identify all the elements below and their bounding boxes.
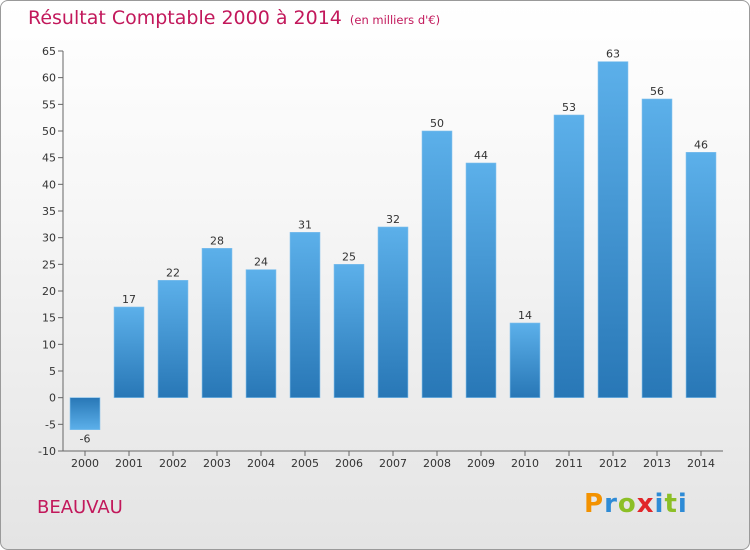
data-label: 31 xyxy=(298,218,312,231)
x-tick-label: 2014 xyxy=(687,457,715,470)
x-tick-label: 2008 xyxy=(423,457,451,470)
x-tick-label: 2005 xyxy=(291,457,319,470)
bar xyxy=(289,232,321,398)
x-tick-label: 2000 xyxy=(71,457,99,470)
data-label: 22 xyxy=(166,266,180,279)
bar xyxy=(157,280,189,398)
x-tick-label: 2006 xyxy=(335,457,363,470)
data-label: 56 xyxy=(650,85,664,98)
x-tick-label: 2002 xyxy=(159,457,187,470)
data-label: 46 xyxy=(694,138,708,151)
bar xyxy=(113,306,145,398)
y-tick-label: 45 xyxy=(42,152,56,165)
data-label: 32 xyxy=(386,213,400,226)
data-label: 25 xyxy=(342,250,356,263)
data-label: 53 xyxy=(562,101,576,114)
chart-title: Résultat Comptable 2000 à 2014 (en millie… xyxy=(28,7,440,29)
y-tick-label: -5 xyxy=(45,418,56,431)
data-label: 28 xyxy=(210,234,224,247)
y-tick-label: 55 xyxy=(42,98,56,111)
y-tick-label: 50 xyxy=(42,125,56,138)
x-tick-label: 2012 xyxy=(599,457,627,470)
y-tick-label: 65 xyxy=(42,45,56,58)
y-tick-label: 0 xyxy=(49,392,56,405)
bar xyxy=(377,226,409,398)
x-tick-label: 2001 xyxy=(115,457,143,470)
bar xyxy=(69,397,101,430)
x-tick-label: 2007 xyxy=(379,457,407,470)
data-label: 50 xyxy=(430,117,444,130)
data-label: 44 xyxy=(474,149,488,162)
bar xyxy=(333,264,365,398)
y-tick-label: 15 xyxy=(42,312,56,325)
bar xyxy=(641,98,673,398)
data-label: -6 xyxy=(80,433,91,446)
y-tick-label: 25 xyxy=(42,258,56,271)
y-tick-label: 35 xyxy=(42,205,56,218)
y-tick-label: 10 xyxy=(42,338,56,351)
bar xyxy=(201,248,233,398)
x-tick-label: 2003 xyxy=(203,457,231,470)
y-tick-label: 60 xyxy=(42,72,56,85)
commune-name: BEAUVAU xyxy=(37,497,123,518)
bar xyxy=(421,130,453,398)
bar xyxy=(245,269,277,398)
y-tick-label: 40 xyxy=(42,178,56,191)
x-tick-label: 2013 xyxy=(643,457,671,470)
bar xyxy=(553,114,585,398)
chart-subtitle: (en milliers d'€) xyxy=(349,13,441,27)
x-tick-label: 2009 xyxy=(467,457,495,470)
bar xyxy=(597,61,629,398)
y-tick-label: 20 xyxy=(42,285,56,298)
y-tick-label: 5 xyxy=(49,365,56,378)
data-label: 24 xyxy=(254,256,268,269)
y-tick-label: -10 xyxy=(38,445,56,458)
x-tick-label: 2010 xyxy=(511,457,539,470)
data-label: 63 xyxy=(606,48,620,61)
x-tick-label: 2011 xyxy=(555,457,583,470)
proxiti-logo: Proxiti xyxy=(584,489,688,519)
bar xyxy=(509,322,541,398)
y-tick-label: 30 xyxy=(42,232,56,245)
chart-title-text: Résultat Comptable 2000 à 2014 xyxy=(28,7,342,29)
data-label: 14 xyxy=(518,309,532,322)
data-label: 17 xyxy=(122,293,136,306)
bar xyxy=(465,162,497,398)
x-tick-label: 2004 xyxy=(247,457,275,470)
bar xyxy=(685,152,717,398)
